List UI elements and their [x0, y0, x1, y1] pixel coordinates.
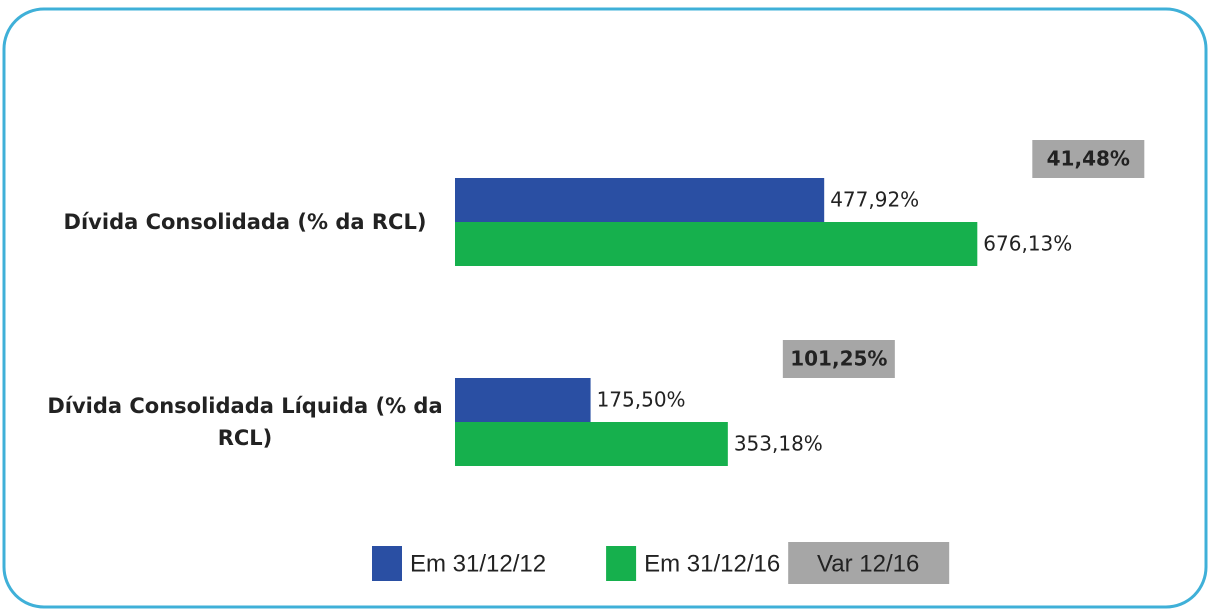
legend-label: Em 31/12/16	[644, 550, 780, 577]
legend-label: Var 12/16	[817, 550, 919, 577]
variation-label: 101,25%	[790, 347, 887, 371]
bar	[455, 222, 978, 266]
value-label: 175,50%	[597, 388, 686, 412]
legend-variation-box	[788, 542, 950, 584]
frame	[2, 7, 1208, 609]
variation-box	[1032, 140, 1145, 178]
value-label: 676,13%	[983, 232, 1072, 256]
value-label: 477,92%	[830, 188, 919, 212]
category-label: Dívida Consolidada Líquida (% da RCL)	[47, 394, 443, 450]
bar	[455, 422, 728, 466]
value-label: 353,18%	[734, 432, 823, 456]
legend-swatch	[606, 546, 637, 581]
legend-label: Em 31/12/12	[410, 550, 546, 577]
variation-label: 41,48%	[1047, 147, 1130, 171]
bar	[455, 178, 825, 222]
legend-swatch	[372, 546, 402, 581]
variation-box	[782, 340, 895, 378]
bar	[455, 378, 591, 422]
category-label: Dívida Consolidada (% da RCL)	[63, 210, 427, 234]
